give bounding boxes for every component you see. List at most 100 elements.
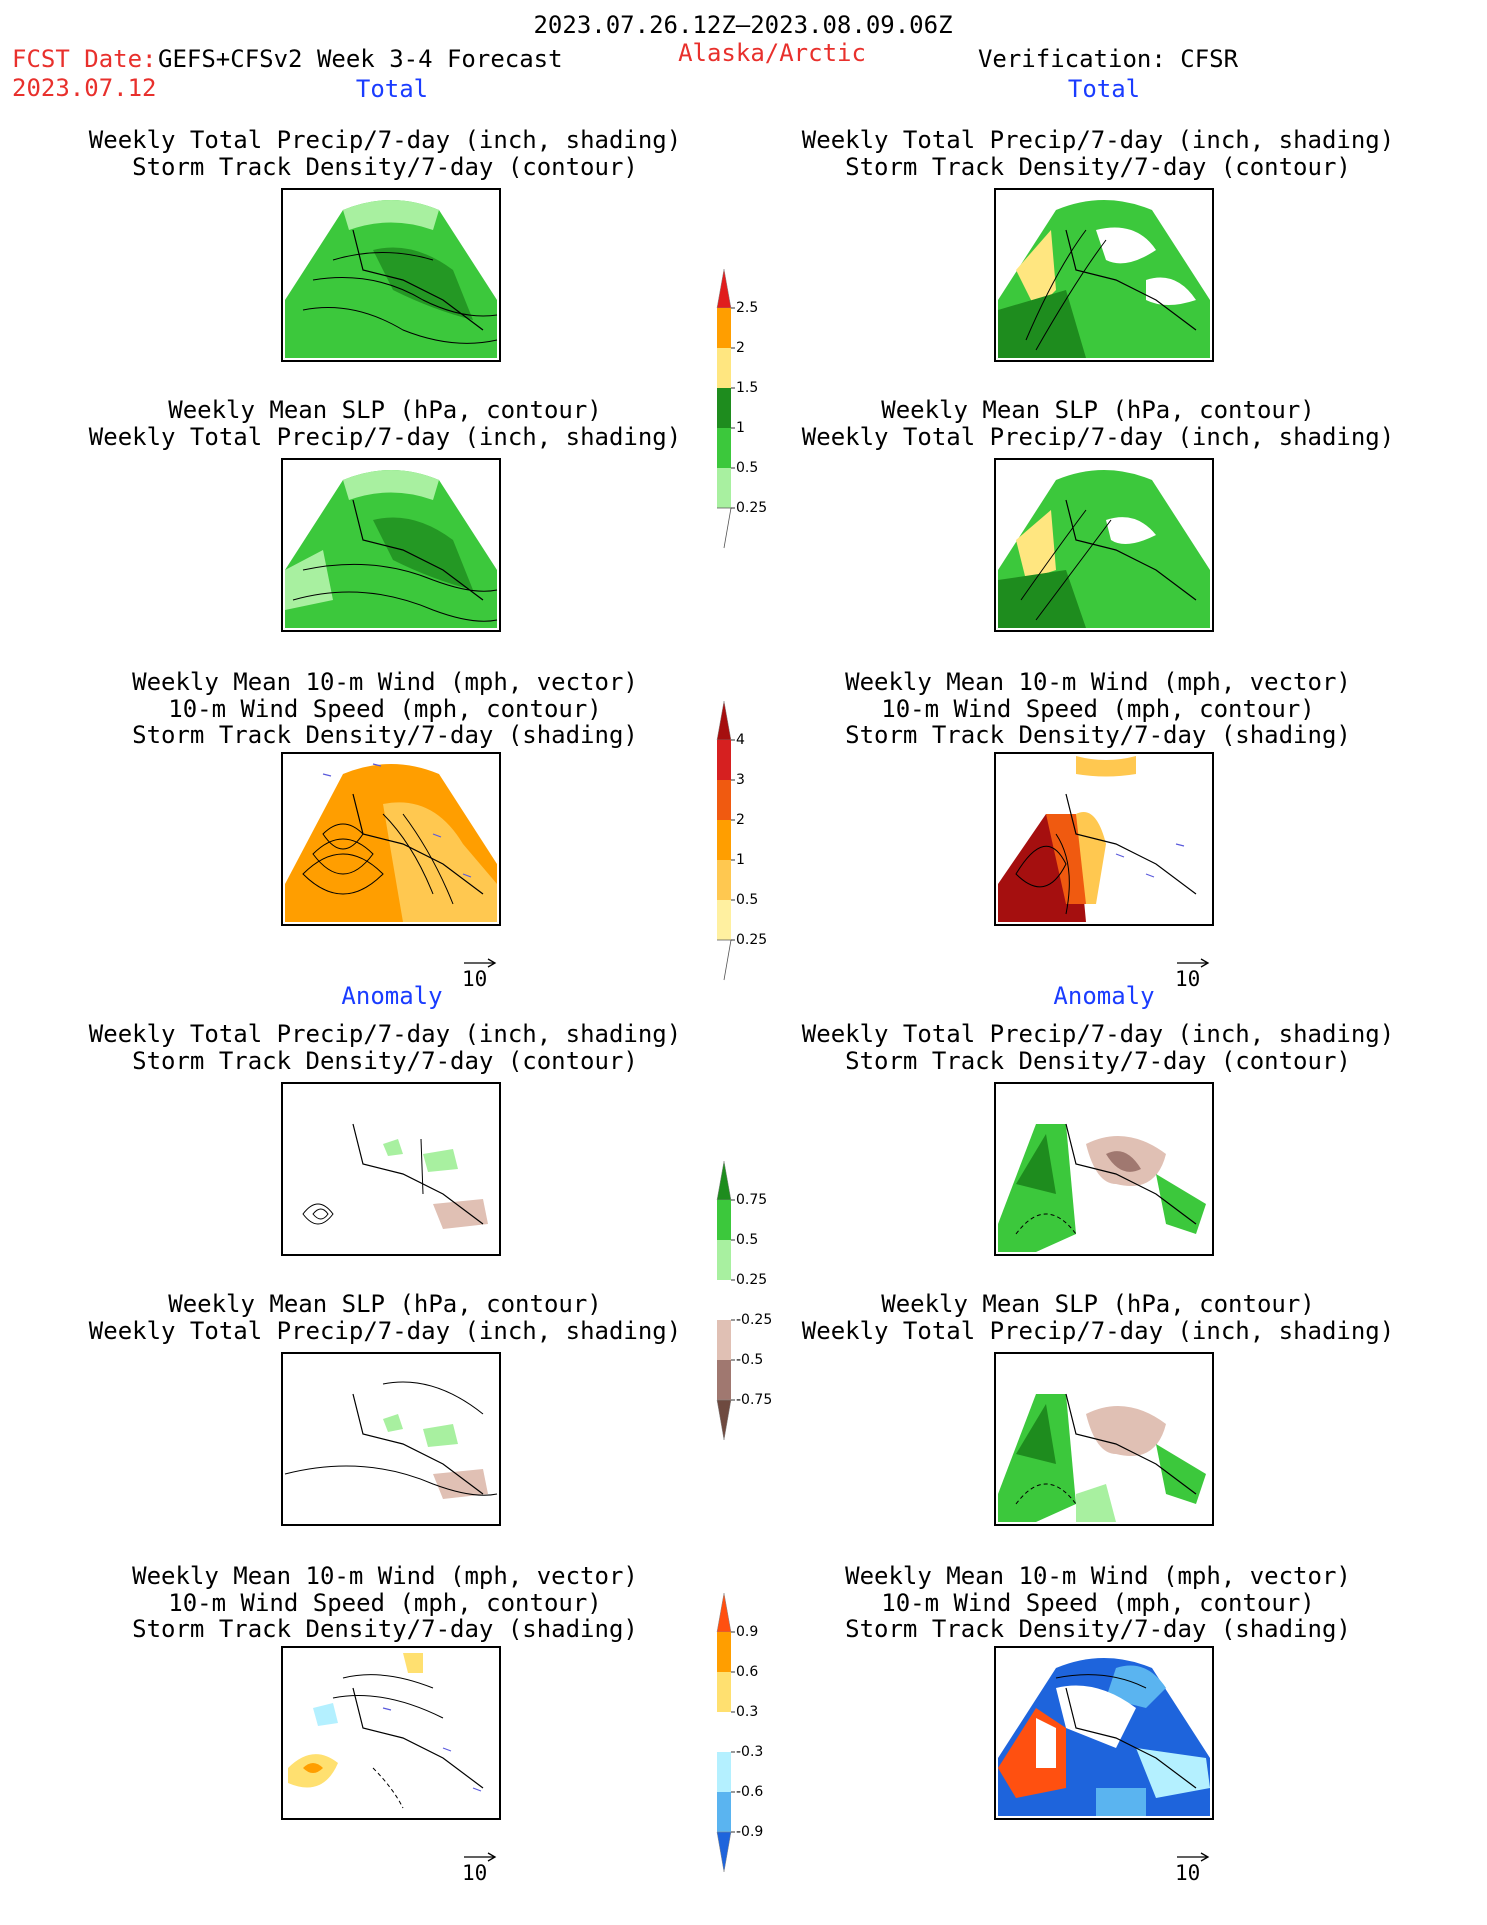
- period-title: 2023.07.26.12Z—2023.08.09.06Z: [533, 11, 953, 39]
- colorbar-tick-label: 0.25: [736, 1272, 768, 1288]
- region-title: Alaska/Arctic: [678, 39, 866, 67]
- colorbar-graphic: [716, 268, 735, 549]
- title-line: Storm Track Density/7-day (shading): [132, 1615, 638, 1643]
- panel-title-fcst-anom-wind: Weekly Mean 10-m Wind (mph, vector) 10-m…: [132, 1563, 638, 1643]
- title-line: Weekly Total Precip/7-day (inch, shading…: [801, 1020, 1395, 1048]
- colorbar-segment: [717, 1752, 731, 1792]
- colorbar-segment: [717, 1280, 731, 1320]
- map-verif-anom-wind: [994, 1646, 1214, 1820]
- title-line: 10-m Wind Speed (mph, contour): [881, 1588, 1315, 1617]
- colorbar-tick-label: 0.25: [736, 932, 768, 948]
- colorbar-segment: [717, 900, 731, 940]
- title-line: Weekly Total Precip/7-day (inch, shading…: [801, 126, 1395, 154]
- colorbar-tick-label: 0.75: [736, 1192, 768, 1208]
- colorbar-tick-label: 0.9: [736, 1624, 759, 1640]
- panel-title-fcst-total-wind: Weekly Mean 10-m Wind (mph, vector) 10-m…: [132, 669, 638, 749]
- map-fcst-anom-slp-precip: [281, 1352, 501, 1526]
- vector-reference-label: 10: [462, 967, 488, 991]
- title-line: Weekly Total Precip/7-day (inch, shading…: [88, 126, 682, 154]
- colorbar-segment: [717, 428, 731, 468]
- colorbar-cap-top: [716, 268, 732, 309]
- colorbar-cap-bottom: [717, 939, 732, 981]
- panel-title-verif-total-wind: Weekly Mean 10-m Wind (mph, vector) 10-m…: [845, 669, 1351, 749]
- panel-title-verif-anom-wind: Weekly Mean 10-m Wind (mph, vector) 10-m…: [845, 1563, 1351, 1643]
- colorbar-cap-bottom: [717, 507, 732, 549]
- title-line: 10-m Wind Speed (mph, contour): [881, 694, 1315, 723]
- colorbar-segment: [717, 1360, 731, 1400]
- arrow-right-icon: [1177, 1852, 1210, 1862]
- vector-reference-label: 10: [462, 1861, 488, 1885]
- title-line: Weekly Mean 10-m Wind (mph, vector): [845, 1562, 1351, 1590]
- panel-title-verif-anom-slp-precip: Weekly Mean SLP (hPa, contour) Weekly To…: [802, 1291, 1394, 1344]
- colorbar-tick-label: 1.5: [736, 380, 759, 396]
- title-line: Storm Track Density/7-day (shading): [132, 721, 638, 749]
- title-line: Weekly Total Precip/7-day (inch, shading…: [88, 422, 682, 451]
- colorbar-segment: [717, 820, 731, 860]
- map-fcst-total-wind: [281, 752, 501, 926]
- map-fcst-anom-precip-track: [281, 1082, 501, 1256]
- colorbar-segment: [717, 348, 731, 388]
- map-verif-total-slp-precip: [994, 458, 1214, 632]
- map-verif-total-precip-track: [994, 188, 1214, 362]
- panel-title-verif-total-precip-track: Weekly Total Precip/7-day (inch, shading…: [802, 127, 1394, 180]
- title-line: Storm Track Density/7-day (contour): [845, 1046, 1351, 1075]
- product-title: GEFS+CFSv2 Week 3-4 Forecast: [158, 45, 563, 73]
- arrow-right-icon: [464, 958, 497, 968]
- title-line: Weekly Mean 10-m Wind (mph, vector): [132, 1562, 638, 1590]
- colorbar-cap-bottom: [716, 1831, 732, 1873]
- vector-reference-verif-total: 10: [1175, 958, 1211, 990]
- colorbar-segment: [717, 1792, 731, 1832]
- colorbar-tick-label: 1: [736, 852, 745, 868]
- vector-reference-verif-anom: 10: [1175, 1852, 1211, 1884]
- vector-reference-label: 10: [1175, 1861, 1201, 1885]
- colorbar-tick-label: 2: [736, 812, 745, 828]
- title-line: Weekly Mean SLP (hPa, contour): [168, 1290, 602, 1318]
- colorbar-segment: [717, 780, 731, 820]
- colorbar-cap-top: [716, 1592, 732, 1633]
- colorbar-tick-label: -0.9: [736, 1824, 764, 1840]
- colorbar-tick-label: 2.5: [736, 300, 759, 316]
- colorbar-segment: [717, 1200, 731, 1240]
- colorbar-graphic: [716, 700, 735, 981]
- arrow-right-icon: [1177, 958, 1210, 968]
- colorbar-tick-label: 2: [736, 340, 745, 356]
- title-line: Storm Track Density/7-day (contour): [132, 152, 638, 181]
- panel-title-fcst-anom-slp-precip: Weekly Mean SLP (hPa, contour) Weekly To…: [89, 1291, 681, 1344]
- title-line: Storm Track Density/7-day (contour): [845, 152, 1351, 181]
- title-line: Weekly Mean SLP (hPa, contour): [881, 1290, 1315, 1318]
- title-line: Weekly Total Precip/7-day (inch, shading…: [801, 1316, 1395, 1345]
- colorbar-tick-label: 0.5: [736, 892, 759, 908]
- colorbar-graphic: [716, 1592, 735, 1873]
- map-verif-total-wind: [994, 752, 1214, 926]
- fcst-date-value: 2023.07.12: [12, 74, 157, 102]
- colorbar-segment: [717, 388, 731, 428]
- colorbar-tick-label: 0.3: [736, 1704, 759, 1720]
- map-verif-anom-precip-track: [994, 1082, 1214, 1256]
- colorbar-segment: [717, 1712, 731, 1752]
- fcst-date-label: FCST Date:: [12, 45, 157, 73]
- title-line: 10-m Wind Speed (mph, contour): [168, 1588, 602, 1617]
- colorbar-tick-label: 0.25: [736, 500, 768, 516]
- colorbar-tick-label: -0.5: [736, 1352, 764, 1368]
- title-line: Weekly Total Precip/7-day (inch, shading…: [88, 1020, 682, 1048]
- panel-title-fcst-total-precip-track: Weekly Total Precip/7-day (inch, shading…: [89, 127, 681, 180]
- section-total-verification: Total: [1067, 75, 1141, 103]
- colorbar-cap-bottom: [716, 1399, 732, 1441]
- panel-title-verif-anom-precip-track: Weekly Total Precip/7-day (inch, shading…: [802, 1021, 1394, 1074]
- colorbar-segment: [717, 1320, 731, 1360]
- title-line: Weekly Mean 10-m Wind (mph, vector): [132, 668, 638, 696]
- colorbar-segment: [717, 468, 731, 508]
- map-fcst-total-precip-track: [281, 188, 501, 362]
- colorbar-segment: [717, 308, 731, 348]
- colorbar-tick-label: -0.6: [736, 1784, 764, 1800]
- colorbar-segment: [717, 860, 731, 900]
- vector-reference-fcst-anom: 10: [462, 1852, 498, 1884]
- colorbar-tick-label: 1: [736, 420, 745, 436]
- title-line: Storm Track Density/7-day (contour): [132, 1046, 638, 1075]
- title-line: Weekly Total Precip/7-day (inch, shading…: [801, 422, 1395, 451]
- arrow-right-icon: [464, 1852, 497, 1862]
- colorbar-tick-label: 0.6: [736, 1664, 759, 1680]
- colorbar-segment: [717, 1632, 731, 1672]
- title-line: Weekly Mean SLP (hPa, contour): [881, 396, 1315, 424]
- title-line: Weekly Mean 10-m Wind (mph, vector): [845, 668, 1351, 696]
